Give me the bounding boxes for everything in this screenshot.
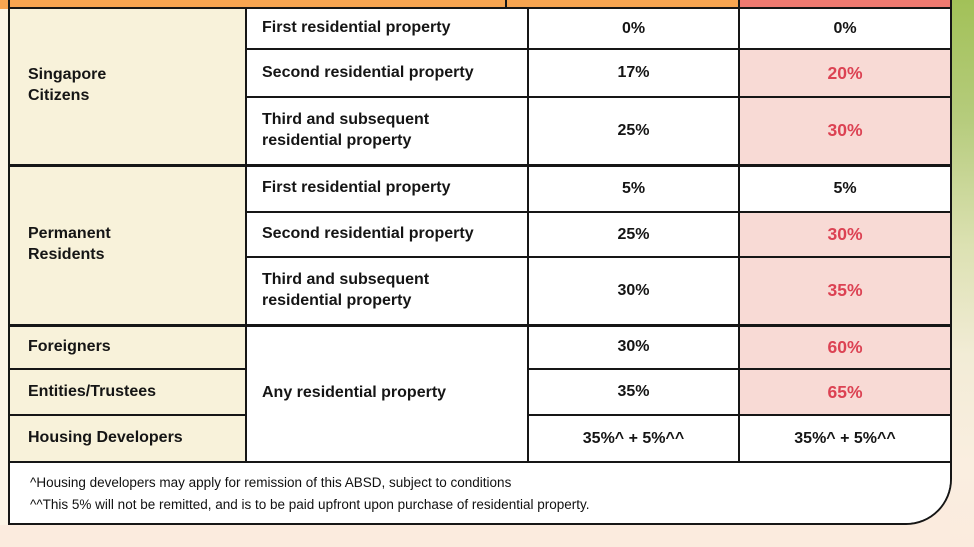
footnote-upfront: ^^This 5% will not be remitted, and is t… [30,496,590,512]
cropped-header-strip [10,0,950,9]
new-rate-cell-highlighted: 30% [738,96,950,166]
left-edge-background [0,0,9,525]
category-cell-foreigners: Foreigners [10,323,247,370]
property-cell: Second residential property [245,211,529,258]
new-rate-cell: 0% [738,8,950,50]
table-row: Second residential property 25% 30% [10,211,950,258]
old-rate-cell: 25% [527,211,740,258]
old-rate-cell: 5% [527,163,740,213]
table-row: Entities/Trustees 35% 65% [10,368,950,416]
table-row: Housing Developers 35%^ + 5%^^ 35%^ + 5%… [10,414,950,462]
old-rate-cell: 30% [527,323,740,370]
table-row: Third and subsequent residential propert… [10,96,950,166]
footnotes-section: ^Housing developers may apply for remiss… [10,461,950,523]
new-rate-cell-highlighted: 60% [738,323,950,370]
right-gradient-background [950,0,974,547]
table-row: Singapore Citizens First residential pro… [10,8,950,166]
old-rate-cell: 17% [527,48,740,98]
header-strip-new-rates [740,0,950,7]
table-row: Third and subsequent residential propert… [10,256,950,326]
absd-rates-card: Singapore Citizens First residential pro… [8,0,952,525]
old-rate-cell: 30% [527,256,740,326]
property-cell-any-residential: Any residential property [245,323,529,462]
table-row: Foreigners Any residential property 30% … [10,323,950,462]
new-rate-cell: 5% [738,163,950,213]
category-cell-housing-developers: Housing Developers [10,414,247,462]
header-strip-divider [505,0,507,7]
property-cell: First residential property [245,163,529,213]
property-cell: Second residential property [245,48,529,98]
old-rate-cell: 35%^ + 5%^^ [527,414,740,462]
table-row: Second residential property 17% 20% [10,48,950,98]
old-rate-cell: 25% [527,96,740,166]
old-rate-cell: 0% [527,8,740,50]
new-rate-cell-highlighted: 65% [738,368,950,416]
new-rate-cell: 35%^ + 5%^^ [738,414,950,462]
new-rate-cell-highlighted: 30% [738,211,950,258]
category-cell-entities-trustees: Entities/Trustees [10,368,247,416]
table-row: Permanent Residents First residential pr… [10,163,950,326]
footnote-remission: ^Housing developers may apply for remiss… [30,475,512,490]
new-rate-cell-highlighted: 35% [738,256,950,326]
new-rate-cell-highlighted: 20% [738,48,950,98]
property-cell: Third and subsequent residential propert… [245,256,529,326]
old-rate-cell: 35% [527,368,740,416]
property-cell: Third and subsequent residential propert… [245,96,529,166]
category-cell-singapore-citizens: Singapore Citizens [10,8,247,166]
header-strip-bleed [0,0,10,9]
header-strip-old-rates [10,0,740,7]
category-cell-permanent-residents: Permanent Residents [10,163,247,326]
property-cell: First residential property [245,8,529,50]
absd-rates-table: Singapore Citizens First residential pro… [10,8,950,462]
